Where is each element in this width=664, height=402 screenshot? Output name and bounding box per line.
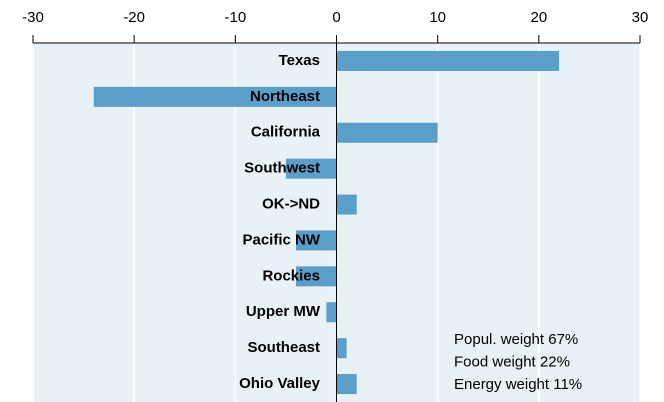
- annotation: Energy weight 11%: [454, 376, 582, 393]
- x-tick-label: 0: [332, 9, 340, 26]
- category-label: Rockies: [262, 267, 320, 284]
- category-label: Southwest: [244, 160, 320, 177]
- x-tick-label: 20: [530, 9, 547, 26]
- x-tick-label: 30: [632, 9, 649, 26]
- category-label: Upper MW: [246, 303, 321, 320]
- category-label: California: [251, 124, 321, 141]
- category-label: Texas: [279, 52, 320, 69]
- x-tick-label: -20: [123, 9, 145, 26]
- x-tick-label: -10: [224, 9, 246, 26]
- category-label: OK->ND: [262, 196, 320, 213]
- annotation: Food weight 22%: [454, 353, 570, 370]
- bar: [93, 86, 337, 107]
- annotation: Popul. weight 67%: [454, 331, 578, 348]
- x-tick-label: 10: [429, 9, 446, 26]
- bar: [336, 50, 560, 71]
- category-label: Pacific NW: [242, 231, 320, 248]
- bar: [336, 122, 438, 143]
- bar: [296, 266, 337, 287]
- category-label: Ohio Valley: [239, 375, 321, 392]
- bar: [285, 158, 337, 179]
- x-tick-label: -30: [22, 9, 44, 26]
- bar: [336, 194, 357, 215]
- category-label: Northeast: [250, 88, 320, 105]
- category-label: Southeast: [247, 339, 320, 356]
- bar: [326, 302, 337, 323]
- bar: [336, 374, 357, 395]
- bar: [296, 230, 337, 251]
- bar: [336, 338, 347, 359]
